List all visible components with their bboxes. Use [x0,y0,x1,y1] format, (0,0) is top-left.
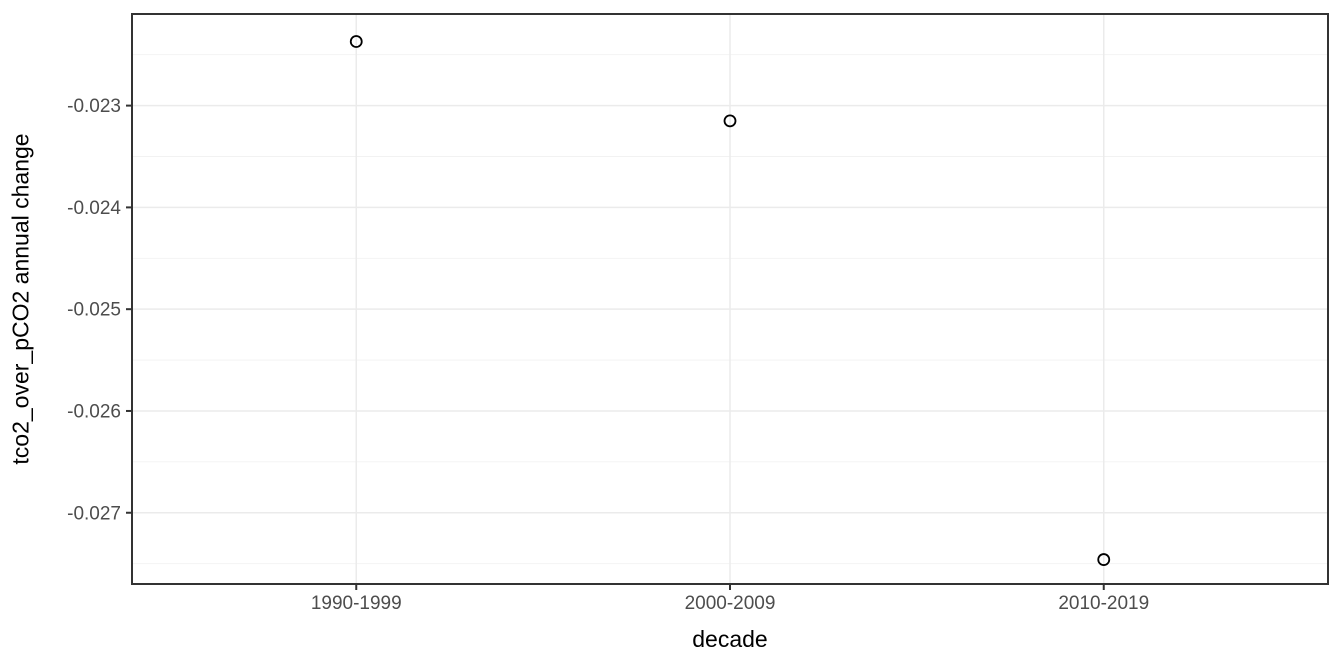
y-axis-tick-label: -0.027 [67,503,121,524]
data-point [349,35,363,48]
data-point [723,114,737,128]
y-axis-tick-label: -0.026 [67,401,121,422]
x-axis-tick-label: 1990-1999 [311,593,402,614]
data-point [1097,553,1111,566]
y-axis-tick-label: -0.023 [67,96,121,117]
y-axis-title: tco2_over_pCO2 annual change [7,133,34,465]
y-axis-tick-label: -0.024 [67,198,121,219]
x-axis-tick-label: 2000-2009 [685,593,776,614]
y-axis-tick-label: -0.025 [67,300,121,321]
x-axis-title: decade [692,626,768,652]
x-axis-tick-label: 2010-2019 [1058,593,1149,614]
